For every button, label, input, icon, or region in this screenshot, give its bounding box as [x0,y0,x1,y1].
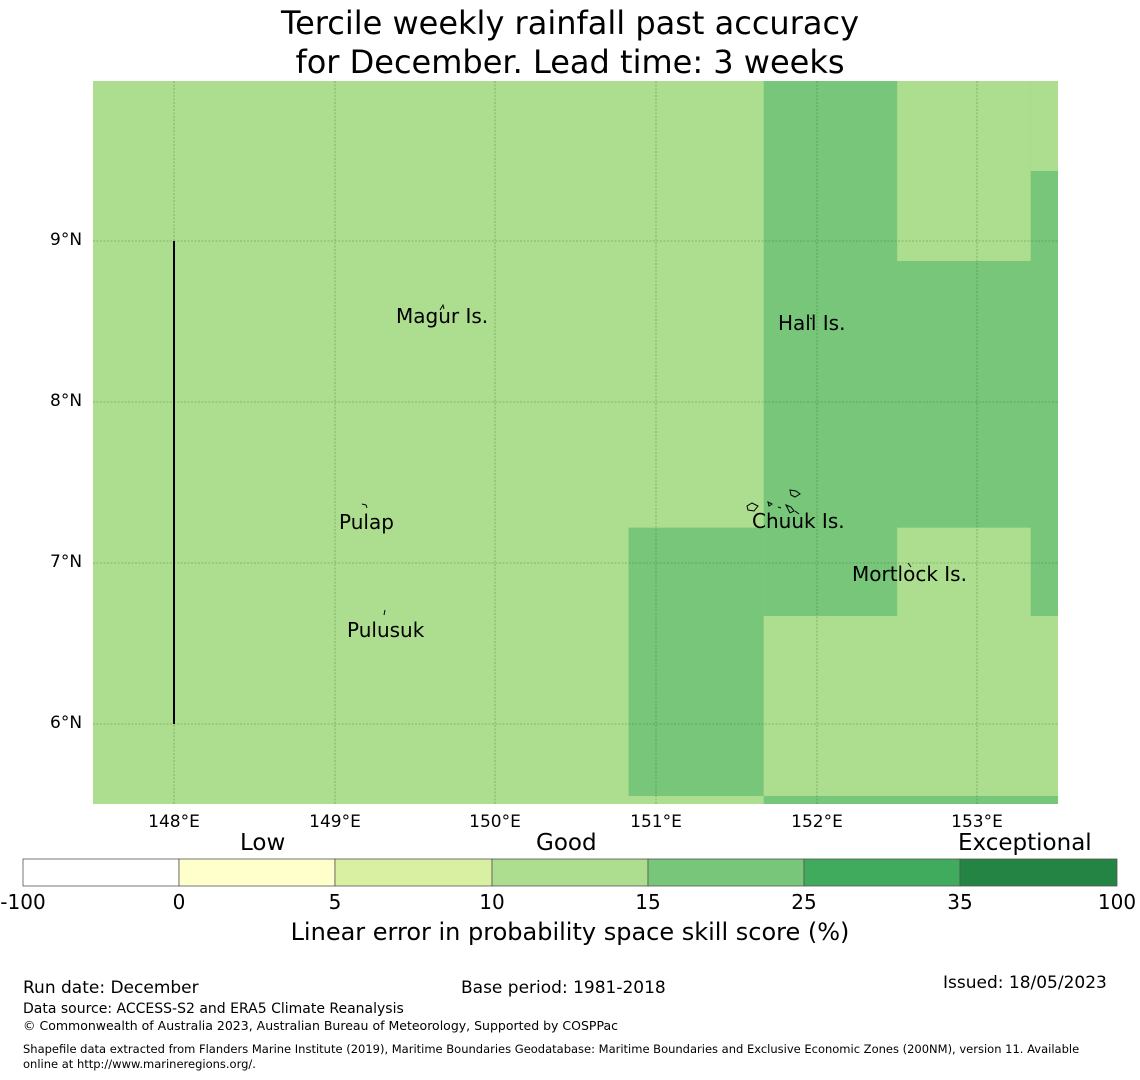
lon-label-152e: 152°E [791,812,843,832]
colorbar-category-exceptional: Exceptional [958,830,1092,856]
lon-label-153e: 153°E [951,812,1003,832]
title-line-2: for December. Lead time: 3 weeks [295,43,845,81]
skill-region-5 [897,527,1031,617]
shapefile-credit-line-2: online at http://www.marineregions.org/. [23,1057,256,1071]
colorbar-bin-2 [334,858,493,887]
lat-label-7n: 7°N [50,552,83,572]
colorbar-tick-0: 0 [172,890,186,914]
magur-island-outline [439,303,445,311]
title-line-1: Tercile weekly rainfall past accuracy [280,4,859,42]
colorbar-tick-neg100: -100 [0,890,46,914]
lat-label-8n: 8°N [50,391,83,411]
pulap-island-outline [361,503,368,509]
colorbar [22,858,1118,887]
colorbar-category-good: Good [536,830,597,856]
place-label-mortlock: Mortlock Is. [852,562,967,586]
colorbar-bin-1 [178,858,336,887]
pulusuk-island-outline [383,609,386,616]
skill-region-4 [628,527,764,796]
hall-island-outline [809,317,813,320]
copyright-notice: © Commonwealth of Australia 2023, Austra… [23,1018,618,1033]
lon-label-150e: 150°E [469,812,521,832]
colorbar-bin-5 [803,858,961,887]
base-period: Base period: 1981-2018 [461,978,666,998]
colorbar-bin-6 [959,858,1118,887]
chuuk-lagoon-outline [746,489,801,515]
map-title: Tercile weekly rainfall past accuracy fo… [0,4,1140,82]
lat-label-6n: 6°N [50,713,83,733]
lon-label-148e: 148°E [148,812,200,832]
skill-region-2 [897,81,1031,261]
shapefile-credit-line-1: Shapefile data extracted from Flanders M… [23,1042,1080,1056]
colorbar-tick-5: 5 [328,890,342,914]
issued-date: Issued: 18/05/2023 [943,973,1107,993]
colorbar-category-low: Low [240,830,286,856]
place-label-magur: Magur Is. [396,304,489,328]
skill-region-3 [1030,81,1058,171]
mortlock-island-outline [907,562,912,568]
data-source: Data source: ACCESS-S2 and ERA5 Climate … [23,1001,404,1017]
colorbar-tick-100: 100 [1097,890,1137,914]
colorbar-tick-15: 15 [635,890,661,914]
place-label-hall: Hall Is. [778,311,846,335]
colorbar-bin-4 [647,858,805,887]
colorbar-tick-35: 35 [947,890,973,914]
run-date: Run date: December [23,978,199,998]
place-label-pulusuk: Pulusuk [347,618,425,642]
island-outlines [361,303,912,616]
colorbar-tick-25: 25 [791,890,817,914]
colorbar-title: Linear error in probability space skill … [290,918,850,946]
colorbar-bin-0 [22,858,180,887]
lon-label-149e: 149°E [309,812,361,832]
skill-regions [93,81,1058,804]
colorbar-bin-3 [491,858,649,887]
place-label-pulap: Pulap [339,510,394,534]
colorbar-tick-10: 10 [479,890,505,914]
lat-label-9n: 9°N [50,230,83,250]
place-label-chuuk: Chuuk Is. [752,509,845,533]
skill-region-6 [763,616,1058,796]
lon-label-151e: 151°E [630,812,682,832]
